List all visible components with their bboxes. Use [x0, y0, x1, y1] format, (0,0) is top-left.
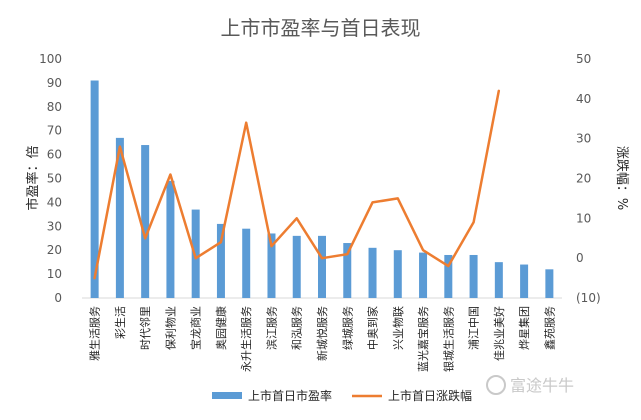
category-label: 银城生活服务: [441, 306, 455, 372]
category-label: 浦江中国: [468, 306, 481, 350]
bar: [166, 180, 175, 298]
left-tick-label: 80: [47, 100, 62, 114]
watermark-logo-icon: [486, 375, 506, 395]
left-tick-label: 70: [47, 124, 62, 138]
category-label: 滨江服务: [265, 306, 279, 350]
left-tick-label: 100: [39, 52, 62, 66]
bar: [444, 254, 453, 298]
bar: [469, 254, 478, 298]
category-label: 绿城服务: [340, 306, 354, 350]
bar: [242, 228, 251, 298]
left-tick-label: 10: [47, 267, 62, 281]
chart-title: 上市市盈率与首日表现: [220, 16, 421, 40]
category-label: 彩生活: [113, 306, 127, 339]
right-axis-title: 涨跌幅：%: [614, 146, 630, 210]
legend-label-line: 上市首日涨跌幅: [388, 388, 472, 403]
left-tick-label: 0: [54, 291, 62, 305]
left-tick-label: 90: [47, 76, 62, 90]
line-series: [93, 89, 501, 280]
bar: [115, 137, 124, 298]
bar: [393, 250, 402, 298]
bar: [191, 209, 200, 298]
left-tick-label: 20: [47, 243, 62, 257]
category-label: 和泓服务: [290, 306, 304, 350]
category-label: 中奥到家: [366, 306, 380, 350]
right-tick-label: 30: [576, 132, 591, 146]
category-label: 鑫苑服务: [542, 306, 556, 350]
bar: [141, 145, 150, 298]
left-tick-label: 40: [47, 195, 62, 209]
right-tick-label: 0: [576, 251, 584, 265]
bar: [419, 252, 428, 298]
left-axis-title: 市盈率：倍: [25, 145, 41, 210]
bar: [368, 247, 377, 298]
category-label: 烨星集团: [517, 306, 531, 350]
category-label: 兴业物联: [391, 306, 405, 350]
right-tick-label: 50: [576, 52, 591, 66]
legend-swatch-bar: [212, 392, 242, 399]
watermark-text: 富途牛牛: [510, 376, 574, 395]
bar: [318, 235, 326, 298]
category-label: 雅生活服务: [88, 306, 102, 361]
bar: [494, 262, 503, 298]
right-tick-label: (10): [576, 291, 601, 305]
bar: [343, 243, 352, 298]
left-tick-label: 60: [47, 148, 62, 162]
category-label: 奥园健康: [214, 306, 228, 350]
legend-label-bar: 上市首日市盈率: [248, 388, 332, 403]
category-label: 永升生活服务: [239, 306, 253, 372]
category-label: 保利物业: [163, 306, 177, 350]
category-label: 蓝光嘉宝服务: [416, 306, 430, 372]
left-tick-label: 50: [47, 172, 62, 186]
right-tick-label: 20: [576, 172, 591, 186]
category-label: 宝龙商业: [189, 306, 203, 350]
category-label: 佳兆业美好: [492, 306, 506, 361]
bar: [545, 269, 554, 298]
bar: [292, 235, 301, 298]
right-tick-label: 10: [576, 211, 591, 225]
left-tick-label: 30: [47, 219, 62, 233]
category-label: 新城悦服务: [315, 306, 329, 361]
bar: [520, 264, 529, 298]
category-label: 时代邻里: [139, 306, 152, 350]
bar: [267, 233, 276, 298]
bar: [216, 223, 225, 298]
bar: [90, 80, 99, 298]
right-tick-label: 40: [576, 92, 591, 106]
